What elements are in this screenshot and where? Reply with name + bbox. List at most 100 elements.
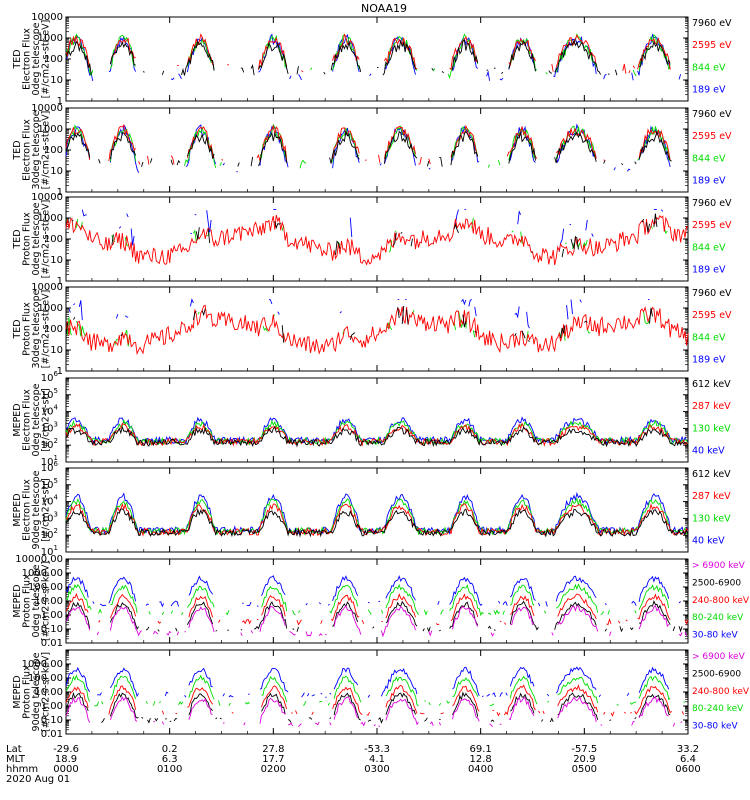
y-axis-label: MEPEDElectron Flux90deg telescope[#/cm2-…: [12, 470, 52, 549]
x-tick-label-mlt: 17.7: [262, 754, 284, 765]
y-tick-label: 100: [44, 145, 63, 156]
y-tick-label: 1000.00: [22, 568, 63, 579]
y-tick-label: 100: [44, 324, 63, 335]
x-tick-label-hhmm: 0300: [364, 764, 389, 775]
y-axis-label-line: 0deg telescope: [31, 22, 42, 95]
x-row-label: MLT: [6, 754, 26, 765]
y-axis-label-line: 90deg telescope: [31, 470, 42, 549]
panel-frame: [65, 558, 689, 644]
x-tick-label-hhmm: 0200: [261, 764, 286, 775]
y-tick-label: 10.00: [34, 687, 63, 698]
y-tick-label: 106: [41, 460, 59, 474]
y-tick-label: 10000: [31, 282, 63, 293]
y-axis-label-line: 0deg telescope: [31, 383, 42, 456]
legend-entry: 189 eV: [692, 355, 726, 366]
series-trace: [66, 576, 684, 607]
series-trace: [65, 674, 686, 707]
x-tick-label-mlt: 6.3: [162, 754, 178, 765]
legend-entry: 7960 eV: [692, 198, 732, 209]
series-trace: [66, 125, 688, 173]
y-axis-label: MEPEDProton Flux90deg telescope[#/cm2-s-…: [12, 652, 52, 732]
x-row-label: hhmm: [6, 764, 38, 775]
y-tick-label: 10: [50, 255, 63, 266]
legend-entry: 844 eV: [692, 62, 726, 73]
legend-entry: 7960 eV: [692, 288, 732, 299]
y-axis-label-line: [#/cm2-s-str-eV]: [41, 200, 52, 279]
y-axis-label-line: MEPED: [12, 403, 23, 436]
y-tick-exponent: 4: [54, 494, 59, 502]
series-trace: [81, 209, 664, 252]
y-axis-label-line: [#/cm2-s-str-eV]: [41, 111, 52, 190]
legend-entry: 2595 eV: [692, 220, 732, 231]
y-tick-label: 104: [41, 494, 59, 508]
y-tick-label: 100.00: [28, 673, 63, 684]
y-axis-label-line: 90deg telescope: [31, 652, 42, 731]
panel-frame: [65, 107, 689, 193]
x-tick-label-mlt: 20.9: [573, 754, 595, 765]
y-axis-label-line: 30deg telescope: [31, 289, 42, 368]
series-trace: [65, 217, 668, 253]
series-trace: [65, 304, 689, 356]
y-tick-label: 1: [57, 96, 63, 107]
legend-entry: 7960 eV: [692, 109, 732, 120]
legend-entry: 40 keV: [692, 536, 725, 547]
series-trace: [65, 497, 689, 536]
y-tick-label: 10000: [31, 12, 63, 23]
y-axis-label-line: 30deg telescope: [31, 110, 42, 189]
series-trace: [66, 34, 688, 73]
x-tick-label-lat: 27.8: [262, 744, 284, 755]
y-axis-label: MEPEDElectron Flux0deg telescope[#/cm2-s…: [12, 383, 52, 456]
y-tick-exponent: 6: [54, 460, 59, 468]
series-trace: [65, 592, 689, 626]
y-tick-label: 103: [41, 420, 58, 434]
y-tick-label: 1000.00: [22, 659, 63, 670]
legend-entry: 30-80 keV: [692, 722, 738, 732]
legend-entry: 287 keV: [692, 491, 731, 502]
x-tick-label-lat: 33.2: [677, 744, 699, 755]
y-tick-exponent: 5: [54, 387, 58, 395]
y-axis-label-line: Electron Flux: [22, 479, 33, 541]
legend-entry: 189 eV: [692, 265, 726, 276]
panel-frame: [65, 377, 689, 463]
legend-entry: 240-800 keV: [692, 596, 750, 606]
y-axis-label-line: [#/cm2-s-str]: [41, 388, 52, 451]
y-tick-label: 10000: [31, 103, 63, 114]
y-axis-label: TEDProton Flux30deg telescope[#/cm2-s-st…: [12, 289, 52, 368]
y-tick-exponent: 5: [54, 477, 58, 485]
y-axis-label-line: [#/cm2-s-sr-keV]: [41, 561, 52, 641]
y-axis-label: TEDProton Flux0deg telescope[#/cm2-s-str…: [12, 200, 52, 279]
y-tick-label: 1000: [38, 33, 63, 44]
series-trace: [65, 507, 689, 538]
panel-frame: [65, 467, 689, 553]
legend-entry: 844 eV: [692, 153, 726, 164]
series-trace: [66, 697, 688, 727]
y-tick-label: 1000: [38, 213, 63, 224]
series-trace: [66, 125, 688, 169]
y-tick-label: 1000: [38, 124, 63, 135]
y-tick-exponent: 6: [54, 370, 59, 378]
legend-entry: 80-240 keV: [692, 613, 744, 623]
y-tick-label: 0.10: [41, 715, 63, 726]
y-tick-label: 100.00: [28, 582, 63, 593]
x-row-label: Lat: [6, 744, 22, 755]
legend-entry: 612 keV: [692, 469, 731, 480]
y-axis-label-line: Proton Flux: [22, 665, 33, 719]
y-tick-label: 101: [41, 454, 58, 468]
x-tick-label-mlt: 4.1: [369, 754, 385, 765]
y-axis-label-line: Proton Flux: [22, 574, 33, 628]
y-axis-label-line: [#/cm2-s-sr-keV]: [41, 652, 52, 732]
legend-entry: 130 keV: [692, 423, 731, 434]
y-axis-label-line: MEPED: [12, 584, 23, 617]
y-tick-label: 10000: [31, 192, 63, 203]
y-tick-exponent: 2: [54, 527, 58, 535]
y-tick-label: 10: [50, 75, 63, 86]
series-trace: [66, 131, 684, 166]
y-tick-label: 1.00: [41, 610, 63, 621]
y-tick-label: 106: [41, 370, 59, 384]
y-axis-label-line: 0deg telescope: [31, 202, 42, 275]
